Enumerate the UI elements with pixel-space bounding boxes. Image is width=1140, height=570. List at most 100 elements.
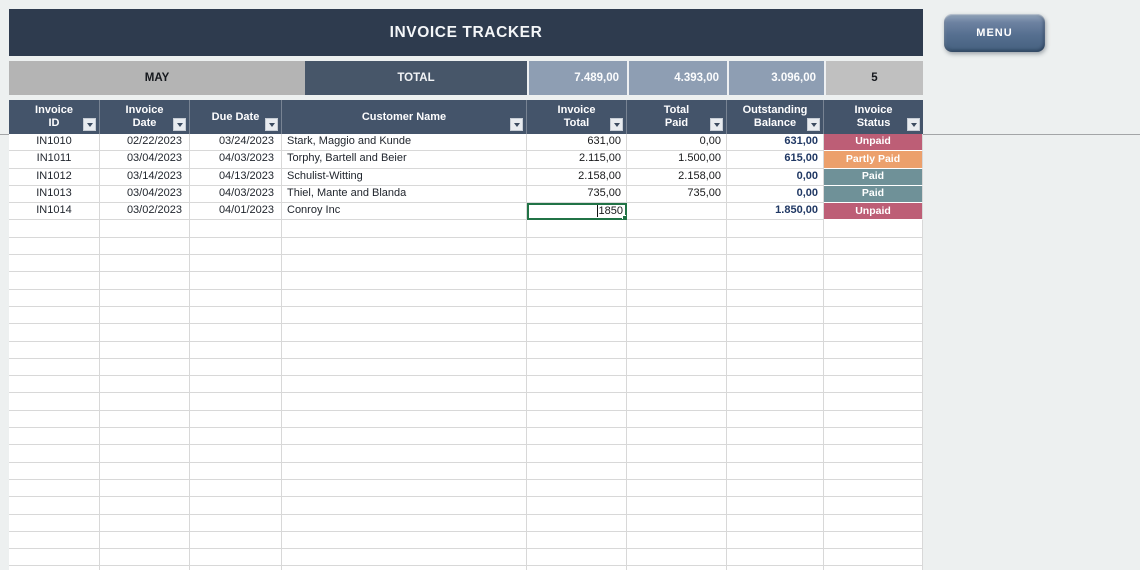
empty-cell[interactable] bbox=[190, 289, 282, 307]
empty-cell[interactable] bbox=[282, 445, 527, 463]
empty-cell[interactable] bbox=[9, 376, 100, 394]
empty-cell[interactable] bbox=[282, 462, 527, 480]
empty-cell[interactable] bbox=[824, 289, 923, 307]
cell-outstanding-balance[interactable]: 631,00 bbox=[727, 134, 824, 152]
empty-cell[interactable] bbox=[627, 324, 727, 342]
empty-cell[interactable] bbox=[9, 341, 100, 359]
cell-due-date[interactable]: 03/24/2023 bbox=[190, 134, 282, 152]
empty-cell[interactable] bbox=[627, 376, 727, 394]
empty-cell[interactable] bbox=[100, 531, 190, 550]
empty-cell[interactable] bbox=[100, 341, 190, 359]
empty-cell[interactable] bbox=[627, 566, 727, 570]
cell-invoice-id[interactable]: IN1013 bbox=[9, 185, 100, 204]
empty-cell[interactable] bbox=[100, 220, 190, 238]
empty-cell[interactable] bbox=[190, 393, 282, 411]
empty-cell[interactable] bbox=[190, 497, 282, 515]
empty-cell[interactable] bbox=[627, 341, 727, 359]
empty-cell[interactable] bbox=[824, 306, 923, 325]
empty-cell[interactable] bbox=[190, 514, 282, 532]
cell-invoice-status[interactable]: Paid bbox=[824, 168, 923, 186]
active-edit-cell[interactable]: 1850 bbox=[527, 203, 627, 221]
empty-cell[interactable] bbox=[727, 566, 824, 570]
empty-cell[interactable] bbox=[727, 393, 824, 411]
empty-cell[interactable] bbox=[9, 220, 100, 238]
empty-cell[interactable] bbox=[824, 324, 923, 342]
empty-cell[interactable] bbox=[824, 497, 923, 515]
empty-cell[interactable] bbox=[824, 531, 923, 550]
empty-cell[interactable] bbox=[727, 237, 824, 256]
empty-cell[interactable] bbox=[527, 289, 627, 307]
empty-cell[interactable] bbox=[727, 531, 824, 550]
empty-cell[interactable] bbox=[824, 428, 923, 446]
cell-invoice-status[interactable]: Unpaid bbox=[824, 203, 923, 221]
cell-total-paid[interactable] bbox=[627, 203, 727, 221]
empty-cell[interactable] bbox=[190, 376, 282, 394]
empty-cell[interactable] bbox=[282, 393, 527, 411]
cell-outstanding-balance[interactable]: 615,00 bbox=[727, 151, 824, 169]
menu-button[interactable]: MENU bbox=[944, 14, 1045, 52]
empty-cell[interactable] bbox=[727, 272, 824, 290]
empty-cell[interactable] bbox=[527, 549, 627, 567]
cell-invoice-date[interactable]: 03/14/2023 bbox=[100, 168, 190, 186]
empty-cell[interactable] bbox=[282, 272, 527, 290]
empty-cell[interactable] bbox=[824, 445, 923, 463]
cell-invoice-id[interactable]: IN1014 bbox=[9, 203, 100, 221]
empty-cell[interactable] bbox=[190, 462, 282, 480]
empty-cell[interactable] bbox=[190, 479, 282, 498]
empty-cell[interactable] bbox=[727, 324, 824, 342]
empty-cell[interactable] bbox=[627, 393, 727, 411]
cell-due-date[interactable]: 04/01/2023 bbox=[190, 203, 282, 221]
empty-cell[interactable] bbox=[282, 358, 527, 377]
empty-cell[interactable] bbox=[282, 497, 527, 515]
empty-cell[interactable] bbox=[190, 237, 282, 256]
cell-invoice-date[interactable]: 03/04/2023 bbox=[100, 185, 190, 204]
empty-cell[interactable] bbox=[727, 514, 824, 532]
empty-cell[interactable] bbox=[527, 237, 627, 256]
filter-button-invoice-status[interactable] bbox=[907, 118, 920, 131]
empty-cell[interactable] bbox=[9, 289, 100, 307]
empty-cell[interactable] bbox=[627, 255, 727, 273]
empty-cell[interactable] bbox=[727, 497, 824, 515]
cell-total-paid[interactable]: 1.500,00 bbox=[627, 151, 727, 169]
empty-cell[interactable] bbox=[727, 306, 824, 325]
empty-cell[interactable] bbox=[282, 566, 527, 570]
empty-cell[interactable] bbox=[282, 324, 527, 342]
empty-cell[interactable] bbox=[9, 445, 100, 463]
cell-invoice-id[interactable]: IN1011 bbox=[9, 151, 100, 169]
empty-cell[interactable] bbox=[824, 255, 923, 273]
empty-cell[interactable] bbox=[190, 566, 282, 570]
empty-cell[interactable] bbox=[9, 428, 100, 446]
empty-cell[interactable] bbox=[627, 220, 727, 238]
filter-button-invoice-id[interactable] bbox=[83, 118, 96, 131]
empty-cell[interactable] bbox=[282, 255, 527, 273]
filter-button-invoice-date[interactable] bbox=[173, 118, 186, 131]
empty-cell[interactable] bbox=[824, 549, 923, 567]
empty-cell[interactable] bbox=[627, 410, 727, 429]
empty-cell[interactable] bbox=[727, 376, 824, 394]
empty-cell[interactable] bbox=[100, 445, 190, 463]
empty-cell[interactable] bbox=[9, 272, 100, 290]
empty-cell[interactable] bbox=[824, 462, 923, 480]
empty-cell[interactable] bbox=[824, 376, 923, 394]
empty-cell[interactable] bbox=[282, 531, 527, 550]
empty-cell[interactable] bbox=[527, 255, 627, 273]
cell-due-date[interactable]: 04/03/2023 bbox=[190, 151, 282, 169]
fill-handle[interactable] bbox=[622, 215, 626, 220]
cell-invoice-total[interactable]: 735,00 bbox=[527, 185, 627, 204]
empty-cell[interactable] bbox=[527, 479, 627, 498]
cell-customer-name[interactable]: Thiel, Mante and Blanda bbox=[282, 185, 527, 204]
empty-cell[interactable] bbox=[527, 497, 627, 515]
empty-cell[interactable] bbox=[727, 289, 824, 307]
empty-cell[interactable] bbox=[627, 428, 727, 446]
empty-cell[interactable] bbox=[527, 306, 627, 325]
empty-cell[interactable] bbox=[727, 445, 824, 463]
empty-cell[interactable] bbox=[9, 479, 100, 498]
empty-cell[interactable] bbox=[190, 272, 282, 290]
empty-cell[interactable] bbox=[627, 549, 727, 567]
empty-cell[interactable] bbox=[9, 324, 100, 342]
empty-cell[interactable] bbox=[527, 272, 627, 290]
empty-cell[interactable] bbox=[824, 393, 923, 411]
empty-cell[interactable] bbox=[190, 549, 282, 567]
empty-cell[interactable] bbox=[627, 289, 727, 307]
empty-cell[interactable] bbox=[824, 410, 923, 429]
